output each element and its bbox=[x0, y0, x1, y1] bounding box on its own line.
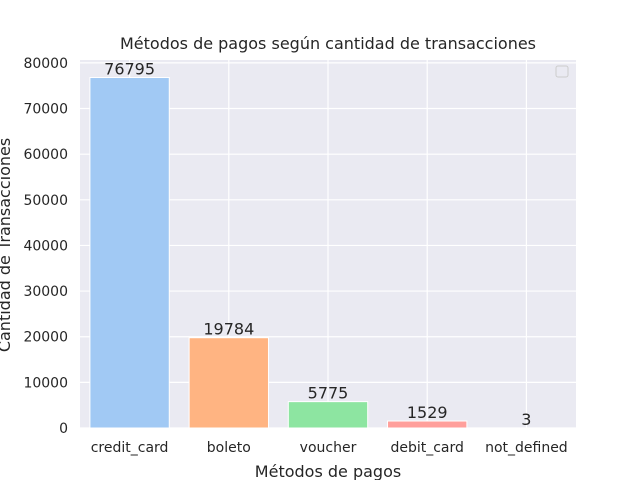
y-tick-label: 80000 bbox=[23, 56, 68, 72]
bar-value-label: 19784 bbox=[203, 320, 254, 339]
x-axis-ticks: credit_card boleto voucher debit_card not_de… bbox=[91, 440, 568, 456]
bar-value-labels: 76795 19784 5775 1529 3 bbox=[104, 60, 531, 429]
x-axis-label: Métodos de pagos bbox=[255, 462, 401, 480]
bar-value-label: 76795 bbox=[104, 60, 155, 79]
bar-value-label: 5775 bbox=[308, 384, 349, 403]
x-tick-label: debit_card bbox=[390, 440, 463, 456]
x-tick-label: credit_card bbox=[91, 440, 169, 456]
y-axis-ticks: 0 10000 20000 30000 40000 50000 60000 70000 8000… bbox=[23, 56, 68, 437]
y-tick-label: 40000 bbox=[23, 238, 68, 254]
y-tick-label: 0 bbox=[59, 421, 68, 437]
y-axis-label: Cantidad de Transacciones bbox=[0, 138, 14, 352]
bar-voucher bbox=[287, 401, 369, 429]
chart-title: Métodos de pagos según cantidad de trans… bbox=[120, 34, 536, 53]
legend-box bbox=[555, 65, 569, 78]
bar-debit_card bbox=[387, 420, 468, 429]
bar-boleto bbox=[188, 337, 269, 429]
x-tick-label: boleto bbox=[207, 440, 251, 456]
y-tick-label: 30000 bbox=[23, 284, 68, 300]
x-tick-label: not_defined bbox=[485, 440, 568, 456]
bar-value-label: 1529 bbox=[407, 403, 448, 422]
x-tick-label: voucher bbox=[300, 440, 357, 456]
y-tick-label: 60000 bbox=[23, 147, 68, 163]
y-tick-label: 70000 bbox=[23, 102, 68, 118]
y-tick-label: 10000 bbox=[23, 375, 68, 391]
bar-credit_card bbox=[89, 77, 170, 429]
bars bbox=[89, 77, 567, 429]
y-tick-label: 20000 bbox=[23, 330, 68, 346]
bar-value-label: 3 bbox=[521, 410, 531, 429]
y-tick-label: 50000 bbox=[23, 193, 68, 209]
